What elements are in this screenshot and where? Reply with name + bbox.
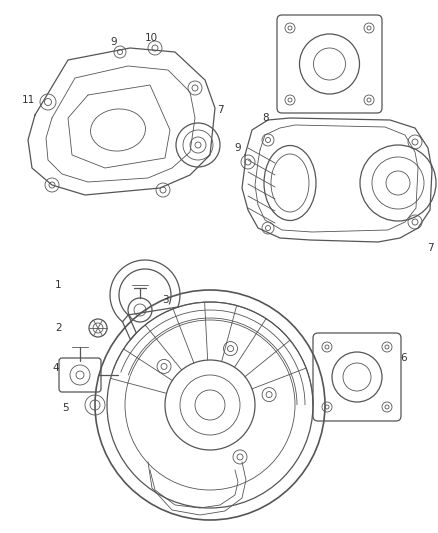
Polygon shape: [110, 260, 180, 322]
Text: 1: 1: [55, 280, 62, 290]
Text: 11: 11: [22, 95, 35, 105]
Text: 7: 7: [427, 243, 434, 253]
Text: 7: 7: [217, 105, 224, 115]
Text: 10: 10: [145, 33, 158, 43]
Text: 5: 5: [62, 403, 69, 413]
Text: 4: 4: [52, 363, 59, 373]
Text: 2: 2: [55, 323, 62, 333]
Text: 9: 9: [110, 37, 117, 47]
Text: 9: 9: [234, 143, 240, 153]
Text: 3: 3: [162, 295, 169, 305]
Text: 8: 8: [262, 113, 268, 123]
Text: 6: 6: [400, 353, 406, 363]
